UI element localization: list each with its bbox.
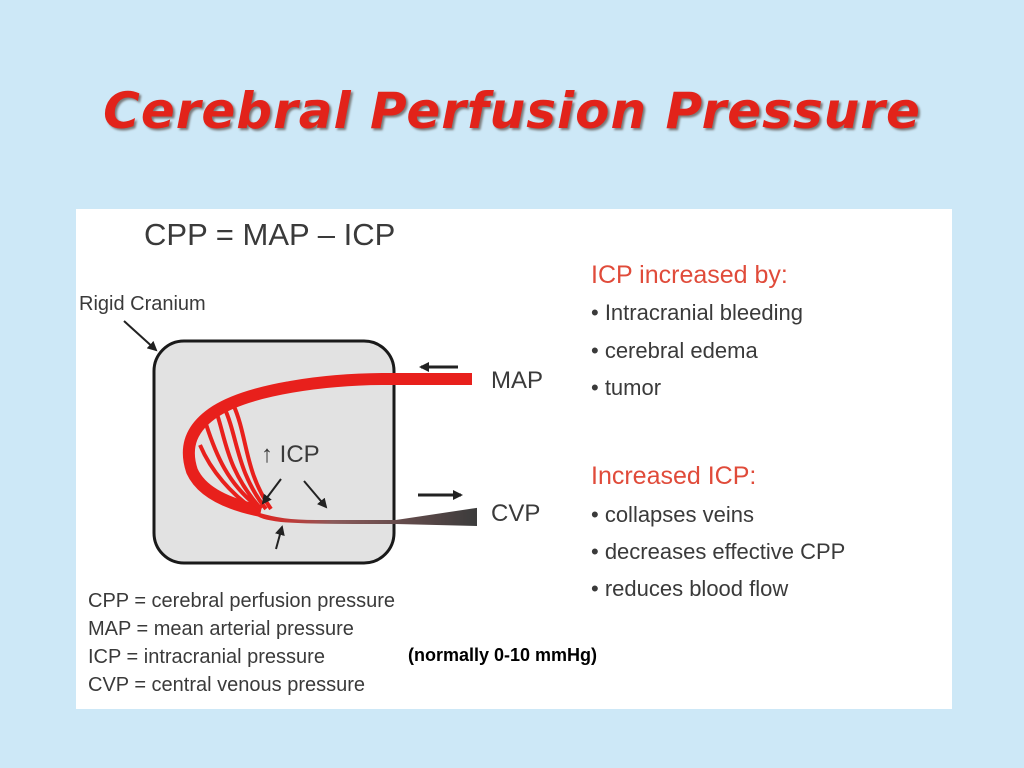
icp-effect-item: • reduces blood flow xyxy=(591,576,789,601)
icp-arrow-left xyxy=(261,478,282,505)
map-label: MAP xyxy=(491,367,544,394)
legend-cpp: CPP = cerebral perfusion pressure xyxy=(88,590,396,612)
icp-normal-range: (normally 0-10 mmHg) xyxy=(408,645,598,665)
icp-arrow-up xyxy=(275,525,285,550)
icp-cause-item: • tumor xyxy=(591,375,662,400)
rigid-cranium-label: Rigid Cranium xyxy=(79,293,206,315)
arterial-vessels xyxy=(182,373,472,517)
legend-cvp: CVP = central venous pressure xyxy=(88,674,366,696)
icp-cause-item: • Intracranial bleeding xyxy=(591,300,803,325)
slide-title: Cerebral Perfusion Pressure xyxy=(103,82,921,140)
venous-vessel xyxy=(254,507,477,527)
icp-effect-item: • collapses veins xyxy=(591,502,755,527)
diagram-panel: CPP = MAP – ICP Rigid Cranium MAP CVP ↑ … xyxy=(76,209,952,709)
rigid-cranium xyxy=(152,339,396,565)
rigid-cranium-pointer xyxy=(123,320,158,352)
icp-arrow-right xyxy=(303,480,328,509)
cvp-label: CVP xyxy=(491,500,541,527)
icp-increased-by-heading: ICP increased by: xyxy=(591,261,788,289)
increased-icp-heading: Increased ICP: xyxy=(591,462,757,490)
icp-effect-item: • decreases effective CPP xyxy=(591,539,846,564)
icp-label: ↑ ICP xyxy=(261,441,320,468)
cpp-diagram xyxy=(123,320,477,565)
legend-map: MAP = mean arterial pressure xyxy=(88,618,354,640)
icp-cause-item: • cerebral edema xyxy=(591,338,758,363)
legend-icp: ICP = intracranial pressure xyxy=(88,646,325,668)
cpp-formula: CPP = MAP – ICP xyxy=(144,217,396,252)
